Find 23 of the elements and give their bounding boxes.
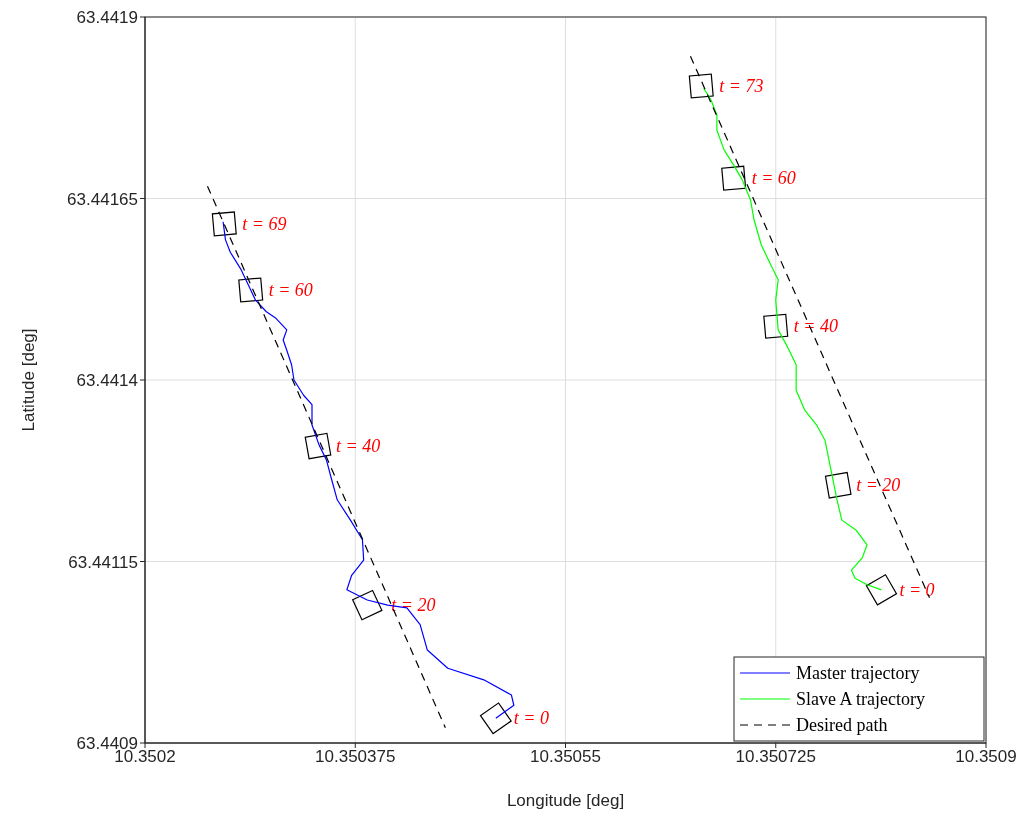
annotation: t = 0: [513, 708, 549, 729]
legend-label: Master trajectory: [796, 663, 920, 683]
legend-label: Desired path: [796, 715, 888, 735]
annotation: t = 40: [793, 316, 838, 337]
x-tick-label: 10.3509: [955, 747, 1017, 767]
y-tick-label: 63.44115: [68, 552, 138, 572]
annotation: t = 40: [336, 436, 381, 457]
y-tick-label: 63.4414: [76, 371, 138, 391]
x-axis-title: Longitude [deg]: [506, 791, 625, 810]
annotation: t = 60: [268, 279, 313, 300]
annotation: t = 60: [751, 168, 796, 189]
y-tick-label: 63.4419: [76, 8, 138, 28]
x-tick-label: 10.35055: [530, 747, 601, 767]
annotation: t = 20: [391, 595, 436, 616]
annotation: t = 20: [856, 475, 901, 496]
annotation: t = 73: [719, 75, 764, 96]
annotation: t = 0: [899, 579, 935, 600]
y-tick-label: 63.44165: [67, 189, 138, 209]
y-axis-title: Latitude [deg]: [19, 328, 39, 432]
x-tick-label: 10.350375: [315, 747, 396, 767]
x-tick-label: 10.350725: [735, 747, 816, 767]
annotation: t = 69: [242, 213, 287, 234]
legend-label: Slave A trajectory: [796, 689, 925, 709]
